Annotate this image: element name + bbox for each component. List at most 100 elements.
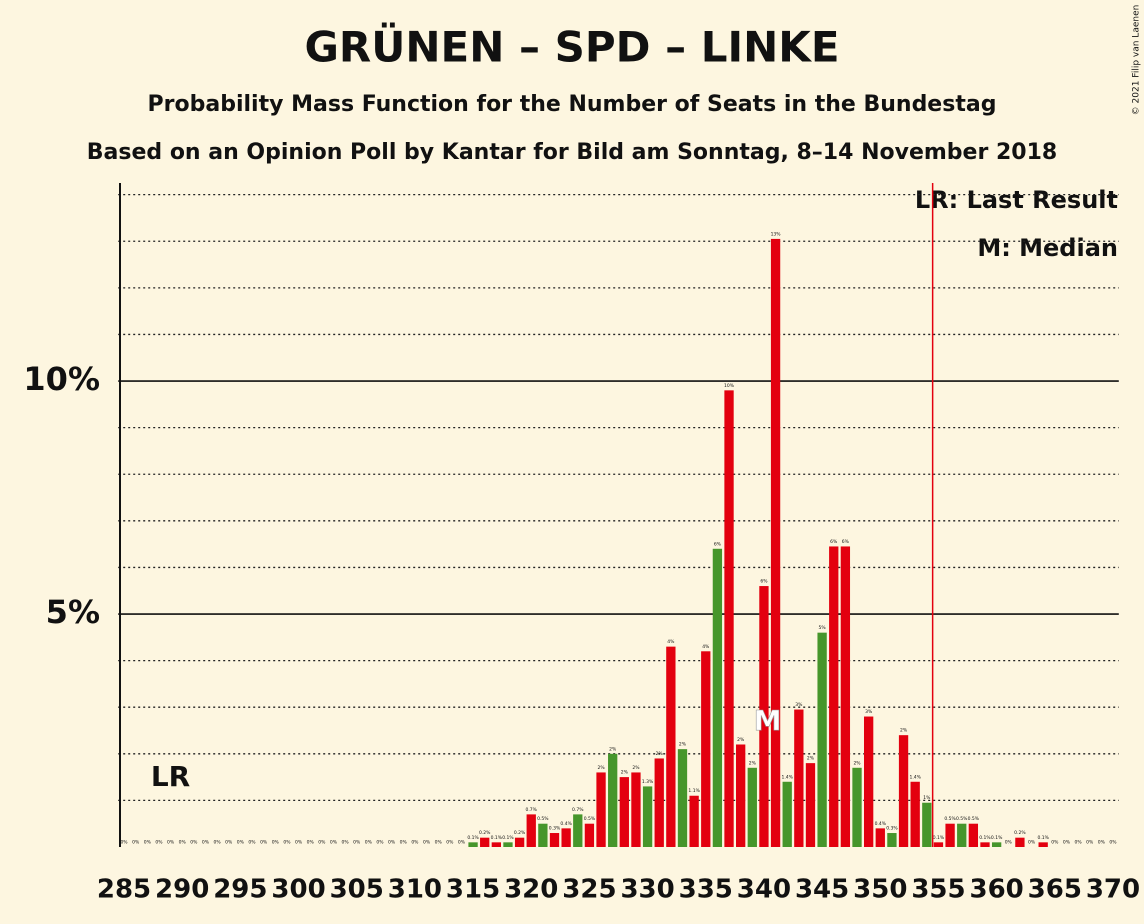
y-tick-label: 10% [23, 360, 100, 398]
value-label: 6% [760, 579, 768, 585]
value-label: 0% [1086, 840, 1094, 846]
bar [514, 837, 525, 847]
value-label: 0% [365, 840, 373, 846]
value-label: 1.4% [909, 774, 921, 780]
value-label: 0.4% [560, 821, 572, 827]
value-label: 10% [724, 383, 735, 389]
bar [887, 833, 897, 847]
x-tick-label: 340 [737, 875, 791, 905]
value-label: 0.1% [491, 835, 503, 841]
bar [677, 749, 688, 847]
bar [712, 548, 723, 847]
bar [1038, 842, 1048, 847]
value-label: 0% [272, 840, 280, 846]
value-label: 0% [132, 840, 140, 846]
bar [596, 772, 606, 847]
value-label: 0% [202, 840, 210, 846]
value-label: 1% [923, 795, 931, 801]
value-label: 5% [819, 625, 827, 631]
bar [957, 823, 967, 847]
value-label: 0% [318, 840, 326, 846]
value-label: 0% [411, 840, 419, 846]
x-tick-label: 370 [1086, 875, 1140, 905]
bar [689, 795, 699, 847]
bar [666, 646, 676, 847]
value-label: 0% [179, 840, 187, 846]
subtitle: Based on an Opinion Poll by Kantar for B… [87, 140, 1057, 165]
bar [573, 814, 583, 847]
bar [1015, 837, 1025, 847]
value-label: 6% [714, 541, 722, 547]
value-label: 0% [237, 840, 245, 846]
bar [480, 837, 490, 847]
x-tick-label: 310 [388, 875, 442, 905]
bar [503, 842, 513, 847]
value-label: 0.1% [467, 835, 479, 841]
value-label: 0% [214, 840, 222, 846]
bar [805, 763, 816, 847]
value-label: 0% [120, 840, 128, 846]
value-label: 6% [830, 539, 838, 545]
bar [863, 716, 874, 847]
value-label: 0.5% [584, 816, 596, 822]
x-tick-label: 365 [1028, 875, 1082, 905]
value-label: 3% [865, 709, 873, 715]
bar [747, 767, 757, 847]
value-label: 2% [853, 760, 861, 766]
value-label: 0% [388, 840, 396, 846]
x-tick-label: 295 [213, 875, 267, 905]
x-tick-label: 315 [446, 875, 500, 905]
bar [584, 823, 595, 847]
value-label: 2% [737, 737, 745, 743]
value-label: 2% [609, 746, 617, 752]
value-label: 0.5% [537, 816, 549, 822]
x-tick-label: 350 [853, 875, 907, 905]
value-label: 0% [1051, 840, 1059, 846]
bar [980, 842, 990, 847]
bar [549, 833, 560, 847]
value-label: 0% [342, 840, 350, 846]
value-label: 13% [771, 231, 782, 237]
bar [724, 390, 734, 847]
value-label: 0% [283, 840, 291, 846]
bar [933, 842, 944, 847]
value-label: 0% [190, 840, 198, 846]
bar [817, 632, 827, 847]
bar [526, 814, 536, 847]
x-tick-label: 300 [271, 875, 325, 905]
bar [631, 772, 641, 847]
median-label: M [754, 704, 782, 737]
value-label: 0% [458, 840, 466, 846]
bar [619, 777, 629, 847]
value-label: 2% [621, 770, 629, 776]
value-label: 0% [307, 840, 315, 846]
bar [945, 823, 955, 847]
copyright: © 2021 Filip van Laenen [1132, 5, 1142, 116]
x-tick-label: 285 [97, 875, 151, 905]
last-result-label: LR [151, 760, 190, 793]
x-tick-label: 345 [795, 875, 849, 905]
y-tick-label: 5% [46, 593, 100, 631]
x-tick-label: 290 [155, 875, 209, 905]
value-label: 2% [597, 765, 605, 771]
value-label: 2% [632, 765, 640, 771]
value-label: 0.1% [933, 835, 945, 841]
bar [840, 546, 851, 847]
value-label: 0.5% [944, 816, 956, 822]
value-label: 0% [423, 840, 431, 846]
value-label: 1.4% [781, 774, 793, 780]
bar [991, 842, 1002, 847]
x-tick-label: 305 [330, 875, 384, 905]
value-label: 0% [1098, 840, 1106, 846]
x-tick-label: 355 [911, 875, 965, 905]
value-label: 0% [1109, 840, 1117, 846]
value-label: 0.1% [991, 835, 1003, 841]
x-tick-label: 360 [969, 875, 1023, 905]
bar [538, 823, 548, 847]
bar [468, 842, 478, 847]
legend-entry: LR: Last Result [915, 186, 1118, 214]
value-label: 0% [225, 840, 233, 846]
bar [701, 651, 711, 847]
bar [875, 828, 885, 847]
